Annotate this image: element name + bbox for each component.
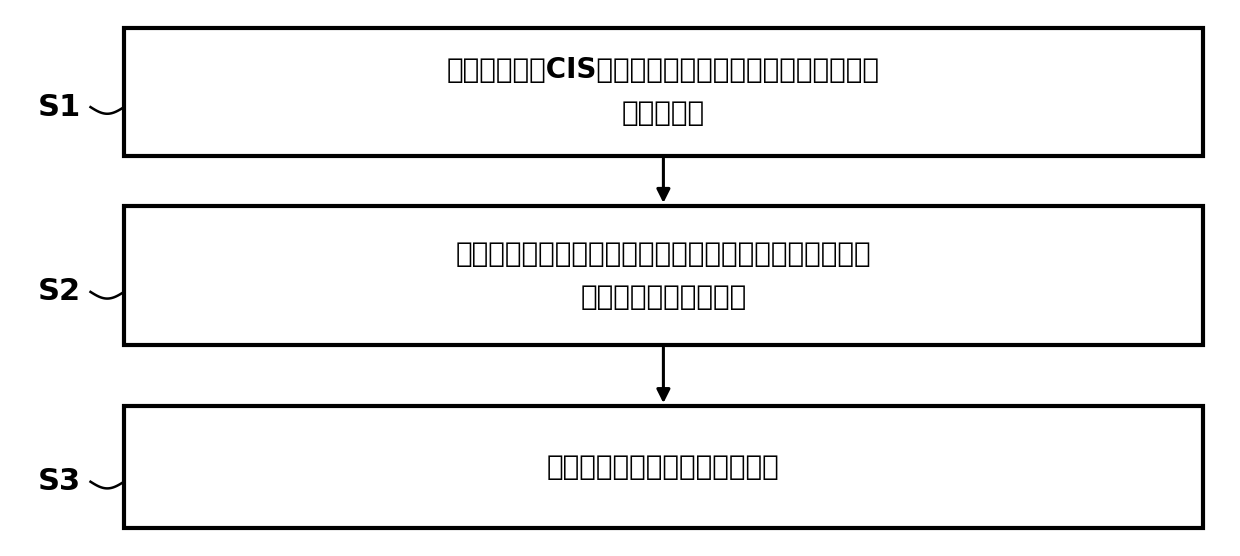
Text: 获取将要制造CIS产品的多个晶圆，其中在晶圆背面生长
有氧化硅层: 获取将要制造CIS产品的多个晶圆，其中在晶圆背面生长 有氧化硅层 [446,56,880,127]
Text: 对所述多个晶圆进行浅沟槽刻蚀: 对所述多个晶圆进行浅沟槽刻蚀 [547,453,780,481]
Bar [124,406,1203,528]
Text: S2: S2 [38,277,81,306]
Text: S3: S3 [38,467,81,496]
Bar [124,28,1203,156]
Bar [124,206,1203,345]
Text: S1: S1 [38,93,81,122]
Text: 使用炉管的方法在多个晶圆的氧化硅层上生长氮化硅层，
作为后续刻蚀的硬掩膜: 使用炉管的方法在多个晶圆的氧化硅层上生长氮化硅层， 作为后续刻蚀的硬掩膜 [455,240,872,311]
